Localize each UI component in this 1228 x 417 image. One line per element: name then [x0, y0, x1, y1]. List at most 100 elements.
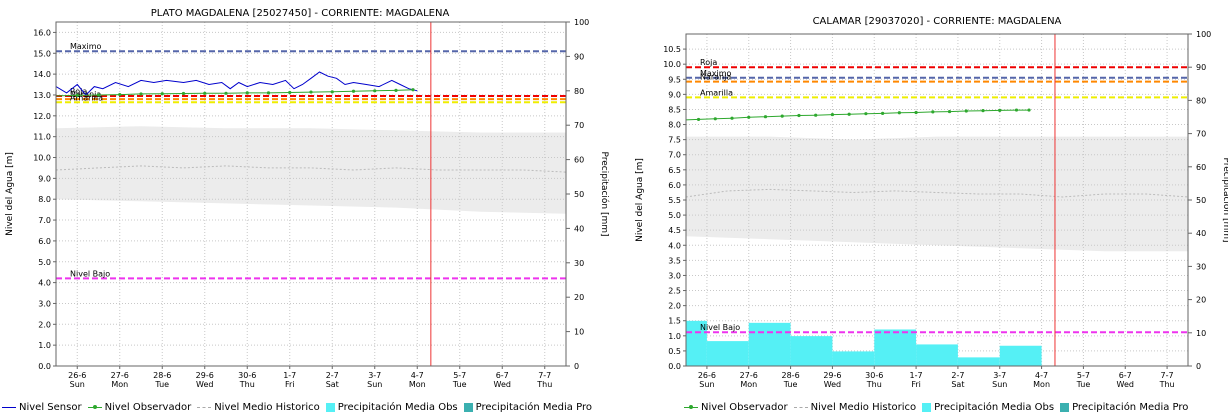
x-tick-day: Sun — [992, 380, 1007, 389]
y2-tick-label: 40 — [1196, 229, 1206, 238]
legend-plato: Nivel Sensor Nivel Observador Nivel Medio … — [2, 402, 592, 413]
legend-item: Nivel Observador — [684, 402, 788, 413]
x-tick-day: Thu — [239, 380, 255, 389]
legend-item: Precipitación Media Obs — [922, 402, 1054, 413]
x-tick-date: 1-7 — [910, 371, 923, 380]
y-tick-label: 5.5 — [668, 196, 681, 205]
y2-tick-label: 70 — [574, 121, 584, 130]
sensor-level-line — [56, 71, 418, 96]
precip-bar — [790, 336, 833, 366]
x-tick-date: 3-7 — [993, 371, 1006, 380]
y2-tick-label: 0 — [574, 362, 579, 371]
threshold-label: Roja — [70, 87, 87, 96]
x-tick-date: 27-6 — [740, 371, 758, 380]
y-tick-label: 3.5 — [668, 256, 681, 265]
y2-tick-label: 30 — [574, 259, 584, 268]
observer-point — [881, 111, 885, 115]
legend-label: Precipitación Media Pro — [1072, 402, 1189, 413]
y2-tick-label: 100 — [574, 18, 589, 27]
y-tick-label: 13.0 — [33, 91, 51, 100]
x-tick-date: 7-7 — [1161, 371, 1174, 380]
x-tick-date: 30-6 — [238, 371, 256, 380]
x-tick-day: Sat — [326, 380, 339, 389]
observer-point — [181, 91, 186, 96]
observer-point — [245, 91, 249, 95]
y2-axis-label: Precipitación [mm] — [1221, 157, 1228, 242]
chart-plato-magdalena: PLATO MAGDALENA [25027450] - CORRIENTE: … — [5, 8, 610, 389]
observer-point — [847, 112, 851, 116]
y2-tick-label: 10 — [574, 328, 584, 337]
y2-axis-label: Precipitación [mm] — [599, 151, 610, 236]
x-tick-date: 5-7 — [453, 371, 466, 380]
y2-tick-label: 100 — [1196, 30, 1211, 39]
legend-label: Precipitación Media Pro — [475, 402, 592, 413]
y-tick-label: 9.0 — [668, 90, 681, 99]
observer-point — [411, 88, 415, 92]
y-tick-label: 1.5 — [668, 317, 681, 326]
y-tick-label: 14.0 — [33, 70, 51, 79]
y2-tick-label: 20 — [574, 293, 584, 302]
x-tick-date: 26-6 — [68, 371, 86, 380]
observer-point — [897, 111, 901, 115]
observer-point — [981, 109, 985, 113]
observer-point — [139, 92, 143, 96]
legend-label: Nivel Medio Historico — [214, 402, 320, 413]
y-tick-label: 9.0 — [38, 174, 51, 183]
legend-dot-swatch — [684, 405, 698, 409]
x-tick-day: Mon — [409, 380, 426, 389]
threshold-label: Amarilla — [700, 88, 733, 97]
x-tick-date: 1-7 — [283, 371, 296, 380]
chart-calamar: CALAMAR [29037020] - CORRIENTE: MAGDALEN… — [635, 16, 1228, 389]
x-tick-day: Wed — [824, 380, 841, 389]
observer-point — [351, 89, 356, 93]
x-tick-date: 26-6 — [698, 371, 716, 380]
observer-point — [713, 117, 717, 121]
chart-panel-plato: PLATO MAGDALENA [25027450] - CORRIENTE: … — [2, 8, 610, 413]
y-tick-label: 4.0 — [668, 241, 681, 250]
observer-point — [730, 116, 734, 120]
x-tick-date: 30-6 — [865, 371, 883, 380]
y2-tick-label: 50 — [1196, 196, 1206, 205]
y-tick-label: 1.0 — [668, 332, 681, 341]
x-tick-day: Fri — [285, 380, 295, 389]
observer-point — [763, 115, 768, 119]
precip-bar — [832, 351, 875, 366]
threshold-label: Nivel Bajo — [70, 269, 110, 278]
observer-point — [780, 114, 784, 118]
y-tick-label: 9.5 — [668, 75, 681, 84]
observer-point — [1014, 108, 1019, 112]
y-tick-label: 7.0 — [38, 216, 51, 225]
legend-box-swatch — [922, 403, 932, 412]
y-tick-label: 4.5 — [668, 226, 681, 235]
y-tick-label: 4.0 — [38, 279, 51, 288]
observer-point — [696, 117, 701, 122]
y-tick-label: 15.0 — [33, 49, 51, 58]
x-tick-day: Sat — [951, 380, 964, 389]
y-tick-label: 10.0 — [33, 154, 51, 163]
x-tick-day: Mon — [740, 380, 757, 389]
legend-box-swatch — [463, 403, 473, 412]
legend-dot-swatch — [87, 405, 102, 409]
y-tick-label: 16.0 — [33, 28, 51, 37]
precip-bar — [706, 341, 749, 366]
historic-range-band — [686, 136, 1188, 252]
chart-title: CALAMAR [29037020] - CORRIENTE: MAGDALEN… — [813, 16, 1062, 27]
observer-point — [797, 113, 801, 118]
observer-point — [96, 93, 101, 97]
observer-point — [914, 110, 918, 115]
precip-bar — [957, 357, 1000, 366]
y-tick-label: 3.0 — [668, 271, 681, 280]
legend-item: Precipitación Media Pro — [463, 402, 592, 413]
threshold-label: Maximo — [700, 69, 732, 78]
x-tick-date: 4-7 — [1035, 371, 1048, 380]
x-tick-date: 2-7 — [326, 371, 339, 380]
x-tick-day: Sun — [367, 380, 382, 389]
y2-tick-label: 60 — [574, 156, 584, 165]
observer-point — [964, 109, 968, 113]
x-tick-day: Thu — [866, 380, 882, 389]
chart-title: PLATO MAGDALENA [25027450] - CORRIENTE: … — [151, 8, 450, 19]
observer-point — [814, 113, 818, 117]
x-tick-day: Thu — [536, 380, 552, 389]
y2-tick-label: 30 — [1196, 262, 1206, 271]
x-tick-date: 28-6 — [153, 371, 171, 380]
